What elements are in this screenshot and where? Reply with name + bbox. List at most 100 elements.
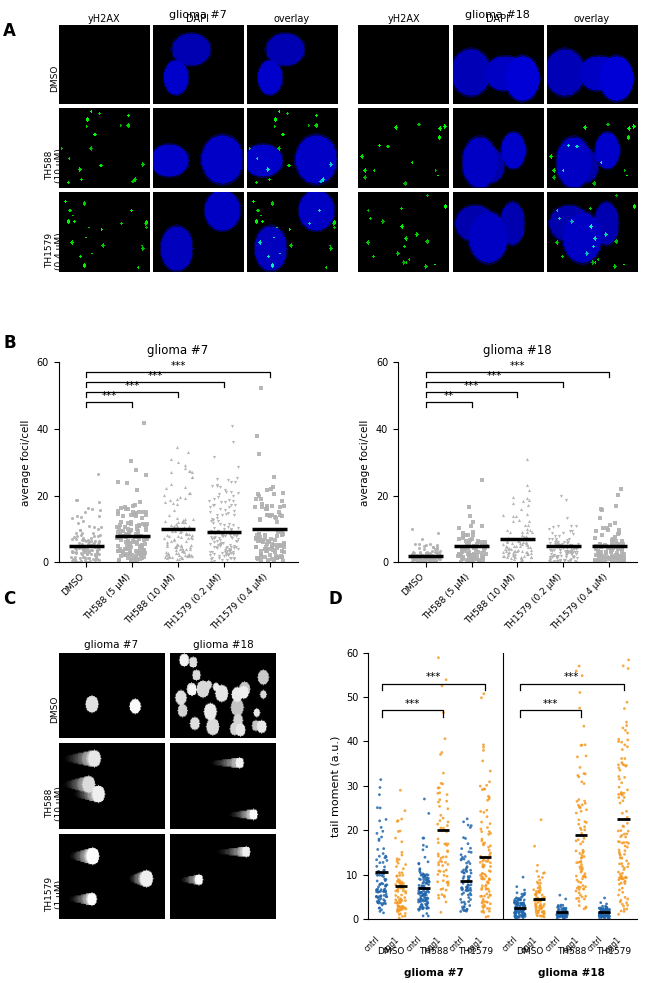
Point — [94, 533, 105, 549]
Point — [270, 545, 280, 560]
Point — [466, 549, 476, 564]
Point — [220, 506, 231, 522]
Point — [561, 908, 571, 924]
Point — [463, 853, 474, 869]
Point — [525, 543, 536, 558]
Point — [537, 904, 547, 920]
Point — [518, 869, 528, 885]
Point — [421, 537, 431, 552]
Point — [121, 501, 131, 517]
Point — [572, 793, 582, 809]
Point — [515, 898, 525, 914]
Point — [408, 550, 418, 566]
Point — [612, 542, 623, 557]
Point — [187, 548, 197, 563]
Point — [539, 905, 549, 921]
Point — [618, 898, 629, 914]
Point — [545, 551, 555, 567]
Title: glioma #7: glioma #7 — [148, 344, 209, 357]
Point — [441, 636, 451, 652]
Point — [408, 547, 418, 562]
Point — [556, 900, 567, 916]
Point — [395, 873, 405, 889]
Point — [113, 475, 124, 491]
Point — [227, 493, 238, 509]
Point — [561, 548, 571, 563]
Text: ***: *** — [464, 381, 479, 391]
Point — [519, 518, 530, 534]
Point — [79, 552, 90, 568]
Point — [616, 893, 626, 908]
Point — [266, 540, 277, 555]
Point — [462, 879, 473, 895]
Point — [83, 549, 94, 565]
Point — [442, 818, 452, 834]
Point — [623, 856, 634, 872]
Point — [381, 812, 391, 828]
Point — [502, 549, 512, 565]
Point — [378, 896, 388, 911]
Point — [596, 901, 606, 917]
Point — [601, 538, 612, 553]
Point — [76, 552, 86, 568]
Point — [408, 545, 418, 560]
Point — [224, 543, 234, 558]
Point — [576, 737, 586, 753]
Point — [459, 895, 469, 910]
Point — [575, 800, 586, 816]
Point — [395, 895, 406, 910]
Point — [93, 467, 103, 483]
Point — [437, 881, 448, 896]
Text: cntrl: cntrl — [501, 935, 520, 954]
Point — [555, 905, 566, 921]
Point — [552, 518, 563, 534]
Point — [476, 824, 487, 839]
Point — [71, 546, 81, 561]
Point — [427, 548, 437, 563]
Point — [418, 831, 428, 846]
Point — [416, 899, 426, 915]
Point — [456, 892, 466, 907]
Point — [166, 534, 176, 549]
Point — [206, 545, 216, 560]
Point — [464, 553, 474, 569]
Point — [621, 835, 632, 850]
Point — [224, 492, 235, 508]
Point — [567, 546, 577, 561]
Point — [131, 505, 141, 521]
Point — [510, 892, 520, 907]
Point — [539, 896, 549, 912]
Point — [594, 907, 604, 923]
Point — [579, 819, 590, 835]
Point — [464, 844, 474, 860]
Point — [415, 549, 426, 565]
Point — [610, 497, 621, 513]
Point — [443, 814, 453, 830]
Point — [214, 536, 225, 551]
Point — [621, 901, 632, 917]
Point — [522, 506, 532, 522]
Point — [597, 909, 607, 925]
Point — [261, 500, 272, 516]
Point — [622, 694, 632, 710]
Text: glioma #7: glioma #7 — [169, 10, 227, 20]
Point — [421, 546, 432, 561]
Point — [373, 885, 384, 900]
Point — [134, 547, 144, 562]
Point — [486, 859, 496, 875]
Point — [273, 524, 283, 540]
Point — [518, 901, 528, 917]
Point — [73, 535, 84, 550]
Point — [210, 525, 220, 541]
Point — [394, 893, 404, 908]
Point — [516, 902, 526, 918]
Point — [532, 874, 543, 890]
Point — [392, 895, 402, 910]
Point — [581, 815, 592, 831]
Point — [532, 857, 543, 873]
Point — [251, 540, 261, 555]
Point — [89, 536, 99, 551]
Point — [516, 896, 526, 911]
Point — [456, 880, 467, 896]
Point — [164, 492, 175, 508]
